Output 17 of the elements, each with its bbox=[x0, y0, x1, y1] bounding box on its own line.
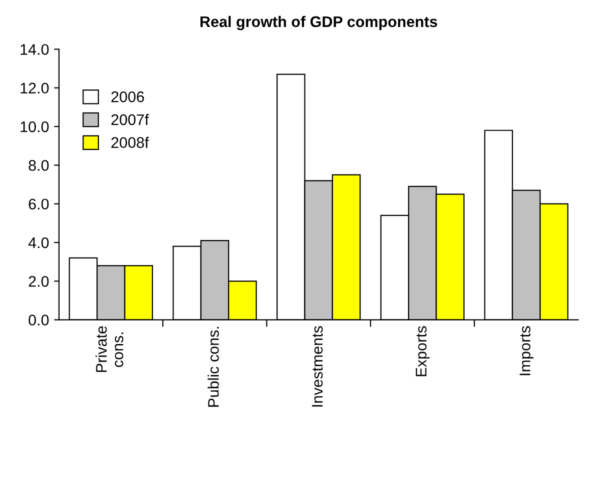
y-tick-label: 8.0 bbox=[28, 160, 49, 171]
x-tick-label: Private cons. bbox=[96, 326, 124, 372]
y-tick-label: 2.0 bbox=[28, 276, 49, 287]
y-tick-label: 14.0 bbox=[20, 44, 49, 55]
y-tick-label: 4.0 bbox=[28, 237, 49, 248]
chart-title: Real growth of GDP components bbox=[200, 16, 438, 30]
legend-label: 2006 bbox=[111, 91, 144, 102]
y-tick-label: 10.0 bbox=[20, 121, 49, 132]
x-tick-label: Investments bbox=[312, 326, 323, 407]
x-tick-label: Imports bbox=[520, 326, 534, 376]
legend-label: 2007f bbox=[111, 114, 149, 126]
legend-label: 2008f bbox=[111, 136, 149, 148]
y-tick-label: 0.0 bbox=[28, 314, 49, 326]
x-tick-label: Exports bbox=[416, 326, 430, 376]
x-tick-label: Public cons. bbox=[208, 326, 219, 407]
y-tick-label: 6.0 bbox=[28, 198, 49, 210]
y-tick-label: 12.0 bbox=[20, 82, 49, 94]
